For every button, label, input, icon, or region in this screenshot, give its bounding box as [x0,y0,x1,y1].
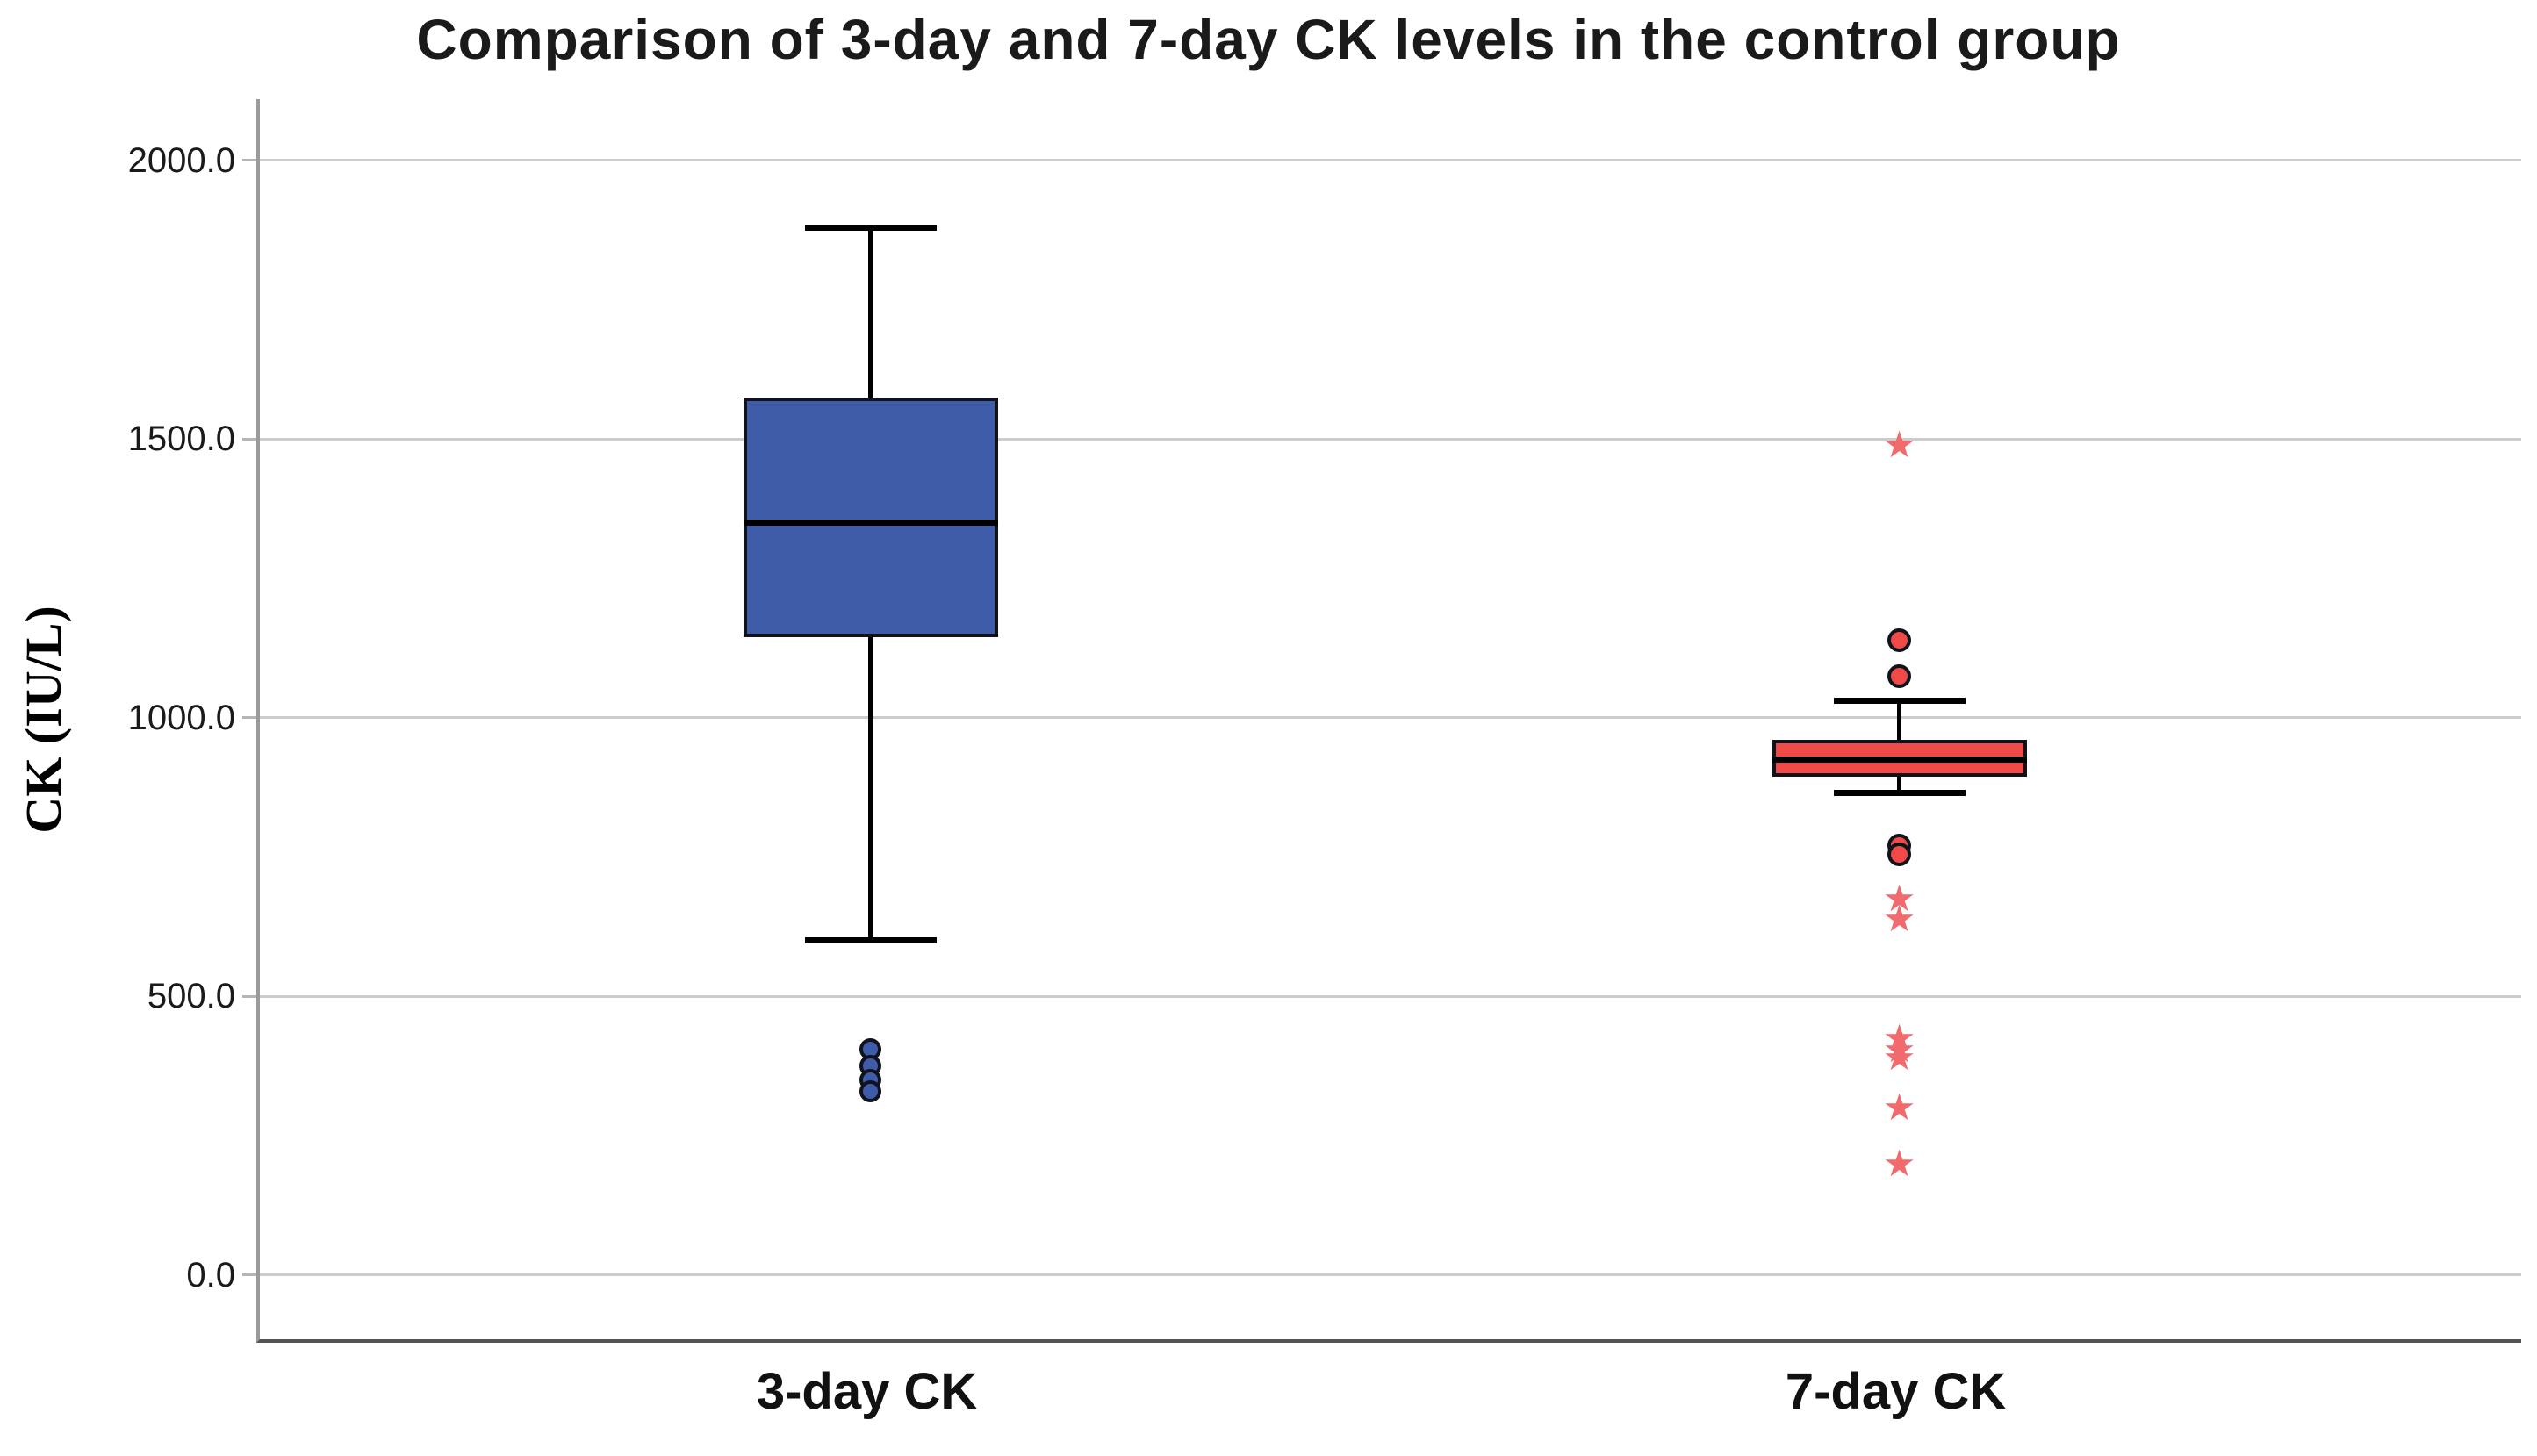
y-axis-tick [242,1273,256,1277]
gridline [260,994,2521,998]
lower-whisker-7-day-ck [1897,776,1902,793]
median-line-3-day-ck [743,520,998,527]
outlier-star-7-day-ck: ★ [1882,878,1916,920]
outlier-star-7-day-ck: ★ [1882,1028,1916,1070]
x-axis-label-3-day-ck: 3-day CK [756,1363,978,1420]
y-tick-label: 500.0 [147,977,235,1016]
outlier-circle-3-day-ck [859,1079,882,1102]
outlier-circle-7-day-ck [1887,843,1912,866]
outlier-star-7-day-ck: ★ [1882,1142,1916,1184]
box-3-day-ck [743,397,998,637]
upper-whisker-3-day-ck [868,227,873,398]
gridline [260,159,2521,162]
outlier-circle-7-day-ck [1887,628,1912,652]
median-line-7-day-ck [1772,757,2027,764]
y-axis-tick [242,159,256,162]
y-tick-label: 2000.0 [127,140,235,180]
outlier-star-7-day-ck: ★ [1882,1036,1916,1079]
y-axis-tick [242,716,256,720]
lower-whisker-cap-3-day-ck [804,937,937,944]
upper-whisker-7-day-ck [1897,700,1902,741]
y-axis-tick [242,437,256,441]
gridline [260,716,2521,720]
gridline [260,1273,2521,1277]
chart-title: Comparison of 3-day and 7-day CK levels … [416,8,2121,71]
upper-whisker-cap-7-day-ck [1833,698,1966,705]
outlier-star-7-day-ck: ★ [1882,423,1916,465]
x-axis-label-7-day-ck: 7-day CK [1785,1363,2007,1420]
y-tick-label: 1500.0 [127,420,235,459]
outlier-star-7-day-ck: ★ [1882,1087,1916,1129]
gridline [260,437,2521,441]
y-axis-tick [242,994,256,998]
upper-whisker-cap-3-day-ck [804,224,937,231]
lower-whisker-cap-7-day-ck [1833,790,1966,797]
y-tick-label: 0.0 [186,1255,235,1295]
plot-area: ★ ★ ★ ★ ★ ★ ★ ★ [242,99,2521,1343]
y-tick-label: 1000.0 [127,698,235,737]
outlier-star-7-day-ck: ★ [1882,1017,1916,1059]
outlier-circle-7-day-ck [1887,663,1912,688]
lower-whisker-3-day-ck [868,636,873,941]
outlier-star-7-day-ck: ★ [1882,897,1916,939]
